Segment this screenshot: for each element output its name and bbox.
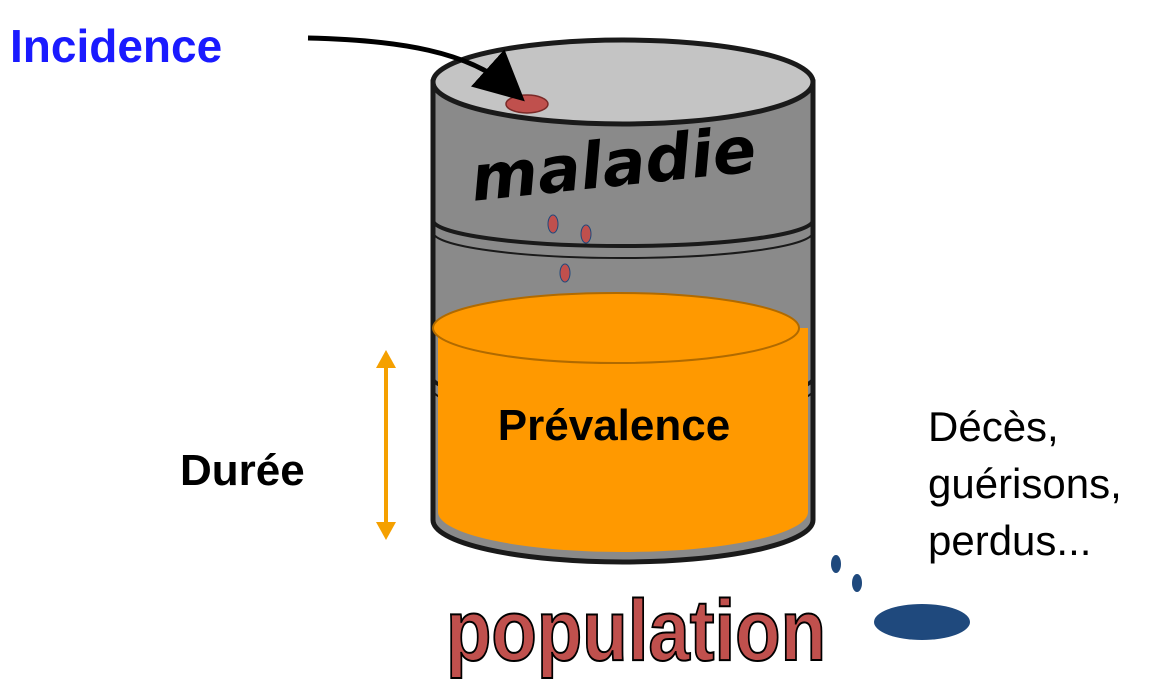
puddle-icon <box>831 555 970 640</box>
population-label: population <box>446 583 826 679</box>
outflow-line-2: guérisons, <box>928 460 1122 507</box>
outflow-line-1: Décès, <box>928 403 1059 450</box>
falling-drops <box>547 214 592 283</box>
incidence-label: Incidence <box>10 20 223 72</box>
outflow-line-3: perdus... <box>928 517 1092 564</box>
outflow-label: Décès, guérisons, perdus... <box>928 398 1158 569</box>
curved-arrow-icon <box>307 35 525 102</box>
incidence-drop <box>505 94 549 114</box>
prevalence-fluid <box>432 292 808 552</box>
double-arrow-icon <box>376 350 396 540</box>
duree-label: Durée <box>180 446 305 495</box>
prevalence-label: Prévalence <box>498 401 730 450</box>
